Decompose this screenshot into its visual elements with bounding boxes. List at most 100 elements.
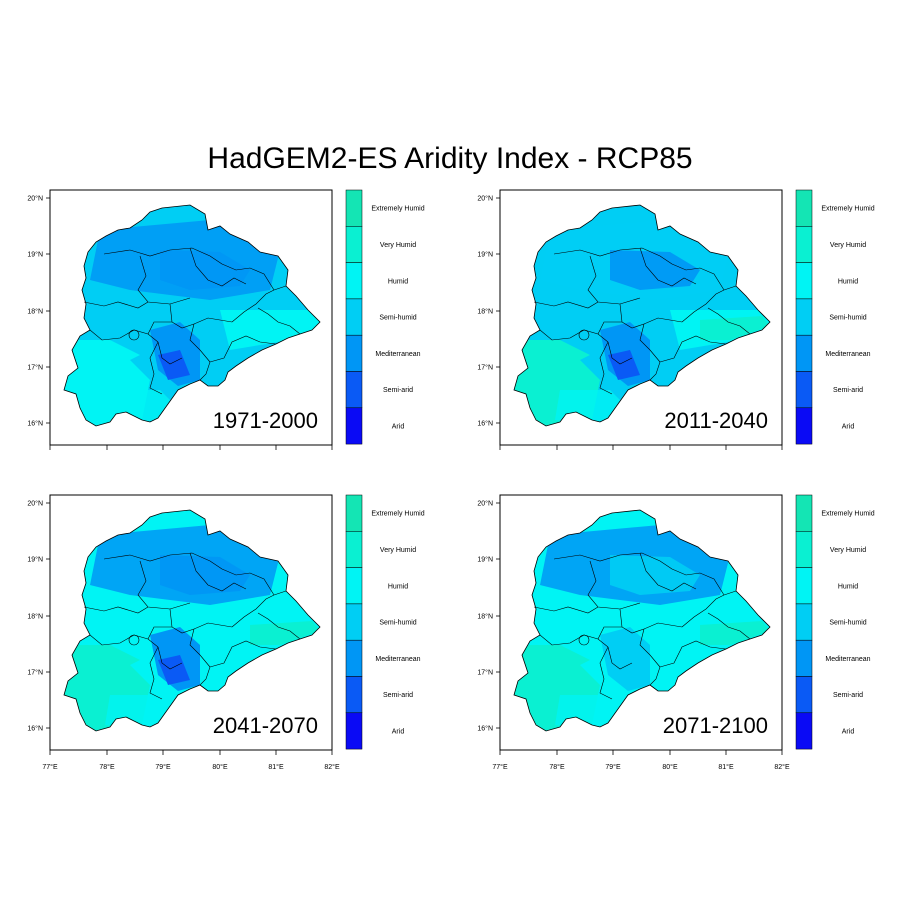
legend-swatch: [795, 298, 813, 336]
aridity-field: [64, 205, 320, 426]
lat-tick-label: 17°N: [477, 669, 493, 677]
legend-label: Semi-humid: [829, 315, 866, 322]
legend-label: Arid: [842, 728, 855, 735]
legend-swatch: [795, 334, 813, 372]
legend-label: Semi-humid: [829, 620, 866, 627]
aridity-field: [64, 510, 320, 731]
legend-swatch: [345, 494, 363, 532]
aridity-legend: Extremely Humid Very Humid Humid Semi-humid…: [345, 494, 425, 750]
legend-swatch: [345, 334, 363, 372]
legend-swatch: [345, 226, 363, 263]
map-panel-1971-2000: 20°N 19°N 18°N 17°N 16°N 1971-2000 Extremely H…: [0, 185, 450, 495]
lon-tick-label: 78°E: [549, 763, 565, 771]
map-frame: [49, 189, 333, 446]
map-figure: 20°N 19°N 18°N 17°N 16°N 1971-2000 Extremely H…: [27, 189, 425, 450]
legend-swatch: [345, 298, 363, 336]
legend-label: Extremely Humid: [371, 206, 424, 213]
legend-swatch: [345, 262, 363, 300]
legend-label: Arid: [392, 423, 405, 430]
lat-tick-label: 20°N: [477, 195, 493, 203]
map-frame: [499, 189, 783, 446]
legend-label: Humid: [388, 278, 408, 285]
map-figure: 20°N 19°N 18°N 17°N 16°N 77°E 78°E 79°E 80°E 81°E…: [27, 494, 425, 771]
legend-swatch: [795, 226, 813, 263]
lat-tick-label: 20°N: [27, 195, 43, 203]
aridity-legend: Extremely Humid Very Humid Humid Semi-humid…: [795, 494, 875, 750]
legend-label: Mediterranean: [825, 351, 870, 358]
legend-label: Extremely Humid: [821, 511, 874, 518]
legend-label: Extremely Humid: [821, 206, 874, 213]
map-panel-2071-2100: 20°N 19°N 18°N 17°N 16°N 77°E 78°E 79°E 80°E 81°E…: [450, 490, 900, 800]
state-boundary: [513, 204, 771, 427]
legend-swatch: [795, 262, 813, 300]
lat-tick-label: 16°N: [27, 725, 43, 733]
lon-tick-label: 80°E: [212, 763, 228, 771]
legend-label: Humid: [838, 278, 858, 285]
period-label: 2041-2070: [213, 713, 318, 738]
legend-label: Very Humid: [380, 242, 416, 249]
lat-tick-label: 18°N: [27, 308, 43, 316]
legend-swatch: [795, 567, 813, 605]
legend-label: Mediterranean: [375, 656, 420, 663]
legend-label: Mediterranean: [825, 656, 870, 663]
lat-tick-label: 19°N: [477, 556, 493, 564]
aridity-legend: Extremely Humid Very Humid Humid Semi-humid…: [795, 189, 875, 445]
legend-label: Semi-arid: [833, 387, 863, 394]
lat-tick-label: 18°N: [477, 308, 493, 316]
legend-label: Extremely Humid: [371, 511, 424, 518]
legend-swatch: [345, 371, 363, 409]
lat-tick-label: 16°N: [477, 420, 493, 428]
legend-swatch: [345, 603, 363, 641]
state-boundary: [513, 509, 771, 732]
legend-swatch: [345, 189, 363, 227]
legend-swatch: [795, 531, 813, 568]
aridity-field: [514, 510, 770, 731]
lon-tick-label: 77°E: [492, 763, 508, 771]
legend-label: Very Humid: [380, 547, 416, 554]
legend-label: Semi-humid: [379, 620, 416, 627]
lat-tick-label: 17°N: [477, 364, 493, 372]
legend-swatch: [345, 531, 363, 568]
lat-tick-label: 19°N: [477, 251, 493, 259]
legend-label: Arid: [842, 423, 855, 430]
lon-tick-label: 82°E: [324, 763, 340, 771]
lon-tick-label: 77°E: [42, 763, 58, 771]
figure-title: HadGEM2-ES Aridity Index - RCP85: [207, 142, 693, 175]
lat-tick-label: 16°N: [477, 725, 493, 733]
state-boundary: [63, 204, 321, 427]
map-figure: 20°N 19°N 18°N 17°N 16°N 2011-2040 Extremely H…: [477, 189, 875, 450]
map-frame: [499, 494, 783, 751]
legend-swatch: [795, 676, 813, 714]
lat-tick-label: 17°N: [27, 364, 43, 372]
lat-tick-label: 18°N: [477, 613, 493, 621]
legend-label: Very Humid: [830, 242, 866, 249]
lon-tick-label: 80°E: [662, 763, 678, 771]
legend-label: Mediterranean: [375, 351, 420, 358]
map-panel-2041-2070: 20°N 19°N 18°N 17°N 16°N 77°E 78°E 79°E 80°E 81°E…: [0, 490, 450, 800]
lat-tick-label: 16°N: [27, 420, 43, 428]
lat-tick-label: 19°N: [27, 556, 43, 564]
legend-swatch: [345, 676, 363, 714]
legend-swatch: [795, 407, 813, 445]
lat-tick-label: 20°N: [477, 500, 493, 508]
lat-tick-label: 19°N: [27, 251, 43, 259]
legend-swatch: [345, 639, 363, 677]
legend-label: Semi-arid: [833, 692, 863, 699]
lat-tick-label: 18°N: [27, 613, 43, 621]
legend-label: Arid: [392, 728, 405, 735]
lat-tick-label: 20°N: [27, 500, 43, 508]
legend-swatch: [795, 639, 813, 677]
legend-swatch: [345, 567, 363, 605]
lon-tick-label: 82°E: [774, 763, 790, 771]
legend-swatch: [345, 407, 363, 445]
legend-swatch: [795, 189, 813, 227]
legend-label: Semi-arid: [383, 387, 413, 394]
period-label: 2071-2100: [663, 713, 768, 738]
legend-label: Semi-arid: [383, 692, 413, 699]
legend-label: Humid: [388, 583, 408, 590]
state-boundary: [63, 509, 321, 732]
lon-tick-label: 79°E: [605, 763, 621, 771]
legend-swatch: [345, 712, 363, 750]
lon-tick-label: 81°E: [718, 763, 734, 771]
map-figure: 20°N 19°N 18°N 17°N 16°N 77°E 78°E 79°E 80°E 81°E…: [477, 494, 875, 771]
